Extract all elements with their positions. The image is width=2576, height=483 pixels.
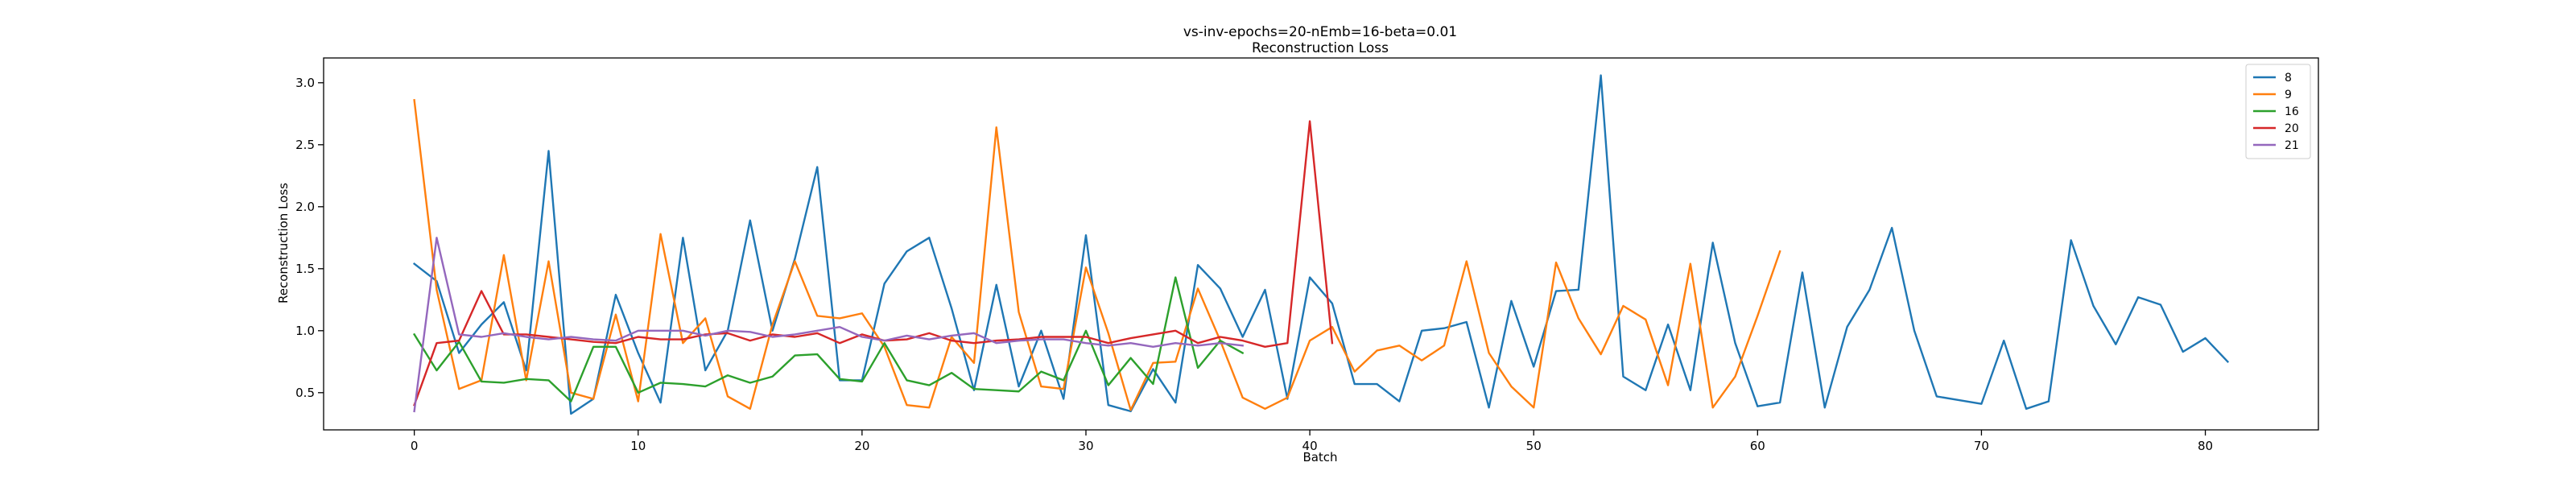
series-line-20: [413, 120, 1334, 407]
y-tick-label-2.0: 2.0: [295, 200, 315, 214]
x-tick-label-30: 30: [1078, 439, 1093, 453]
legend: 8 9 16 20 21: [2245, 64, 2311, 159]
legend-label-20: 20: [2285, 122, 2299, 135]
legend-label-16: 16: [2285, 105, 2299, 118]
y-tick-label-1.5: 1.5: [295, 262, 315, 276]
y-tick-label-3.0: 3.0: [295, 76, 315, 90]
legend-label-9: 9: [2285, 89, 2292, 101]
y-tick-label-2.5: 2.5: [295, 138, 315, 152]
axes-layer: 0 10 20 30 40 50 60 70 80 0.5 1.0 1.5 2.0 2.5 3.0: [295, 57, 2319, 453]
chart-title: vs-inv-epochs=20-nEmb=16-beta=0.01: [1183, 24, 1457, 40]
y-tick-label-0.5: 0.5: [295, 386, 315, 400]
series-line-8: [412, 74, 2230, 415]
legend-label-21: 21: [2285, 139, 2299, 152]
legend-box: [2245, 64, 2311, 159]
y-tick-label-1.0: 1.0: [295, 324, 315, 338]
x-tick-label-70: 70: [1974, 439, 1989, 453]
chart-subtitle: Reconstruction Loss: [1252, 40, 1389, 56]
x-tick-label-80: 80: [2198, 439, 2213, 453]
x-tick-label-0: 0: [411, 439, 419, 453]
series-line-9: [413, 99, 1781, 411]
series-layer: [412, 74, 2230, 415]
x-tick-label-20: 20: [854, 439, 869, 453]
series-line-21: [413, 237, 1244, 413]
series-line-16: [412, 276, 1245, 402]
legend-label-8: 8: [2285, 72, 2292, 85]
series-lines: [412, 74, 2230, 415]
x-axis-label: Batch: [1302, 450, 1337, 464]
x-tick-label-60: 60: [1750, 439, 1765, 453]
x-tick-label-10: 10: [630, 439, 646, 453]
x-tick-label-40: 40: [1302, 439, 1318, 453]
axes-frame: [323, 57, 2319, 431]
x-tick-label-50: 50: [1526, 439, 1542, 453]
y-axis-label: Reconstruction Loss: [276, 183, 291, 303]
